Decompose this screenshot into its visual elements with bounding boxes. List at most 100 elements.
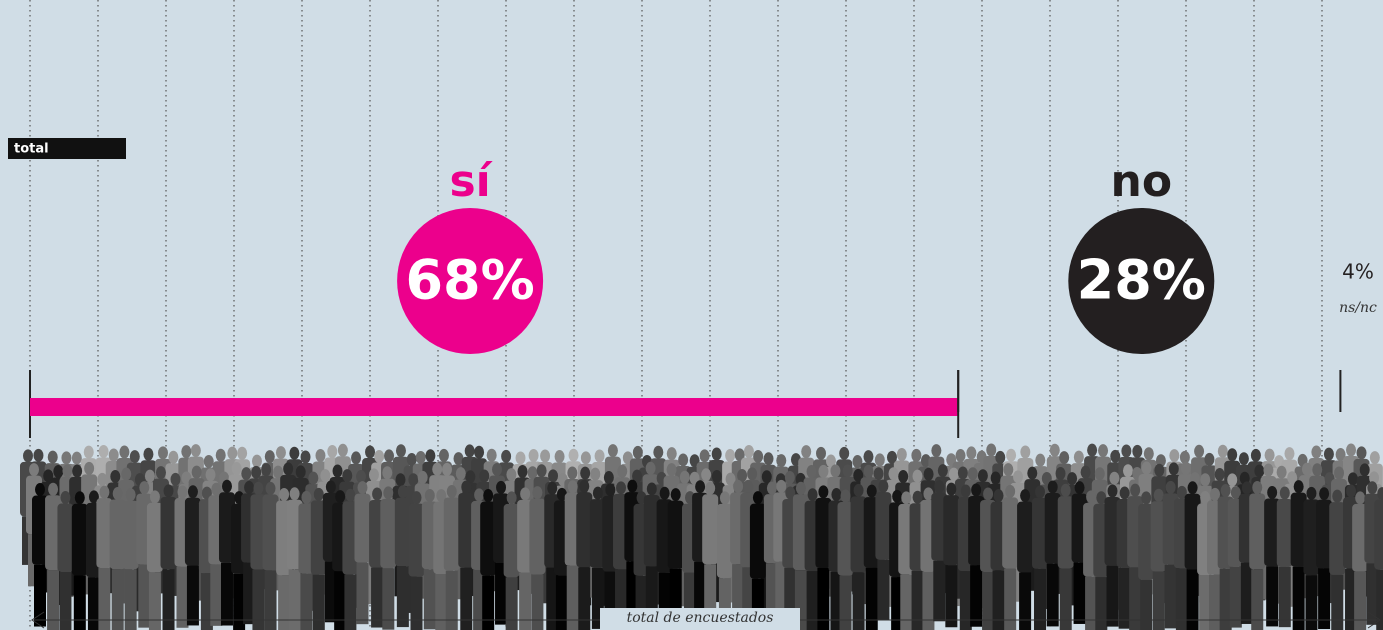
- person-head: [266, 482, 276, 495]
- person-head: [995, 451, 1005, 464]
- person-legs: [59, 572, 71, 630]
- person-head: [733, 480, 743, 493]
- person-head: [667, 463, 677, 476]
- person-head: [290, 487, 300, 500]
- value-label: 4%: [1342, 260, 1374, 284]
- person-legs: [945, 565, 957, 627]
- person-head: [537, 464, 547, 477]
- person-head: [901, 491, 911, 504]
- person-head: [1332, 490, 1342, 503]
- person-head: [382, 466, 392, 479]
- person-head: [924, 468, 934, 481]
- person-head: [326, 480, 336, 493]
- person-head: [807, 465, 817, 478]
- person-legs: [1019, 572, 1031, 630]
- person-head: [949, 468, 959, 481]
- person-head: [206, 468, 216, 481]
- person-legs: [1331, 575, 1343, 630]
- person-head: [653, 446, 663, 459]
- person-head: [110, 470, 120, 483]
- caption: total de encuestados: [627, 610, 774, 626]
- person-head: [113, 487, 123, 500]
- person-body: [702, 494, 718, 564]
- person-legs: [163, 569, 175, 630]
- person-head: [796, 482, 806, 495]
- person-head: [753, 450, 763, 463]
- person-head: [764, 452, 774, 465]
- person-head: [1050, 444, 1060, 457]
- person-head: [384, 449, 394, 462]
- person-head: [171, 473, 181, 486]
- person-head: [1306, 487, 1316, 500]
- person-head: [1144, 447, 1154, 460]
- person-head: [252, 455, 262, 468]
- person-head: [48, 451, 58, 464]
- person-head: [1267, 486, 1277, 499]
- person-head: [425, 449, 435, 462]
- person-head: [345, 489, 355, 502]
- person-head: [61, 451, 71, 464]
- person-body: [1017, 502, 1033, 573]
- person-body: [161, 497, 177, 569]
- person-legs: [960, 571, 972, 630]
- person-head: [1013, 470, 1023, 483]
- person-legs: [446, 571, 458, 630]
- person-head: [1005, 485, 1015, 498]
- person-legs: [1004, 568, 1016, 630]
- person-head: [342, 469, 352, 482]
- person-head: [1277, 466, 1287, 479]
- person-head: [843, 464, 853, 477]
- person-head: [912, 470, 922, 483]
- person-legs: [531, 575, 543, 630]
- person-head: [518, 465, 528, 478]
- person-head: [1081, 466, 1091, 479]
- person-head: [150, 490, 160, 503]
- person-head: [753, 491, 763, 504]
- person-head: [396, 473, 406, 486]
- person-head: [164, 484, 174, 497]
- person-legs: [289, 569, 301, 630]
- person-head: [479, 470, 489, 483]
- person-legs: [88, 577, 100, 630]
- person-legs: [506, 577, 518, 630]
- person-body: [123, 501, 139, 569]
- person-head: [1242, 481, 1252, 494]
- person-head: [747, 467, 757, 480]
- person-legs: [578, 567, 590, 630]
- person-head: [1312, 463, 1322, 476]
- person-head: [156, 466, 166, 479]
- person-legs: [1107, 566, 1119, 627]
- person-head: [1227, 448, 1237, 461]
- person-head: [1357, 446, 1367, 459]
- person-head: [1095, 467, 1105, 480]
- person-head: [1035, 454, 1045, 467]
- person-head: [1141, 491, 1151, 504]
- person-head: [222, 480, 232, 493]
- person-head: [874, 467, 884, 480]
- person-body: [943, 495, 959, 565]
- person-head: [84, 446, 94, 459]
- person-head: [818, 465, 828, 478]
- person-head: [776, 454, 786, 467]
- person-legs: [252, 569, 264, 630]
- person-head: [516, 451, 526, 464]
- person-head: [315, 449, 325, 462]
- person-legs: [866, 568, 878, 630]
- person-legs: [1293, 567, 1305, 630]
- person-head: [33, 449, 43, 462]
- person-body: [395, 498, 411, 566]
- person-head: [338, 444, 348, 457]
- person-head: [1154, 464, 1164, 477]
- person-head: [1169, 449, 1179, 462]
- person-head: [1324, 448, 1334, 461]
- person-head: [1355, 491, 1365, 504]
- person-head: [439, 449, 449, 462]
- person-body: [529, 499, 545, 575]
- person-head: [590, 468, 600, 481]
- person-legs: [933, 561, 945, 621]
- category-label: ns/nc: [1339, 300, 1377, 316]
- person-head: [1334, 467, 1344, 480]
- person-head: [461, 481, 471, 494]
- person-head: [617, 465, 627, 478]
- page: total total de encuestados sí68%no28%4%n…: [0, 0, 1383, 630]
